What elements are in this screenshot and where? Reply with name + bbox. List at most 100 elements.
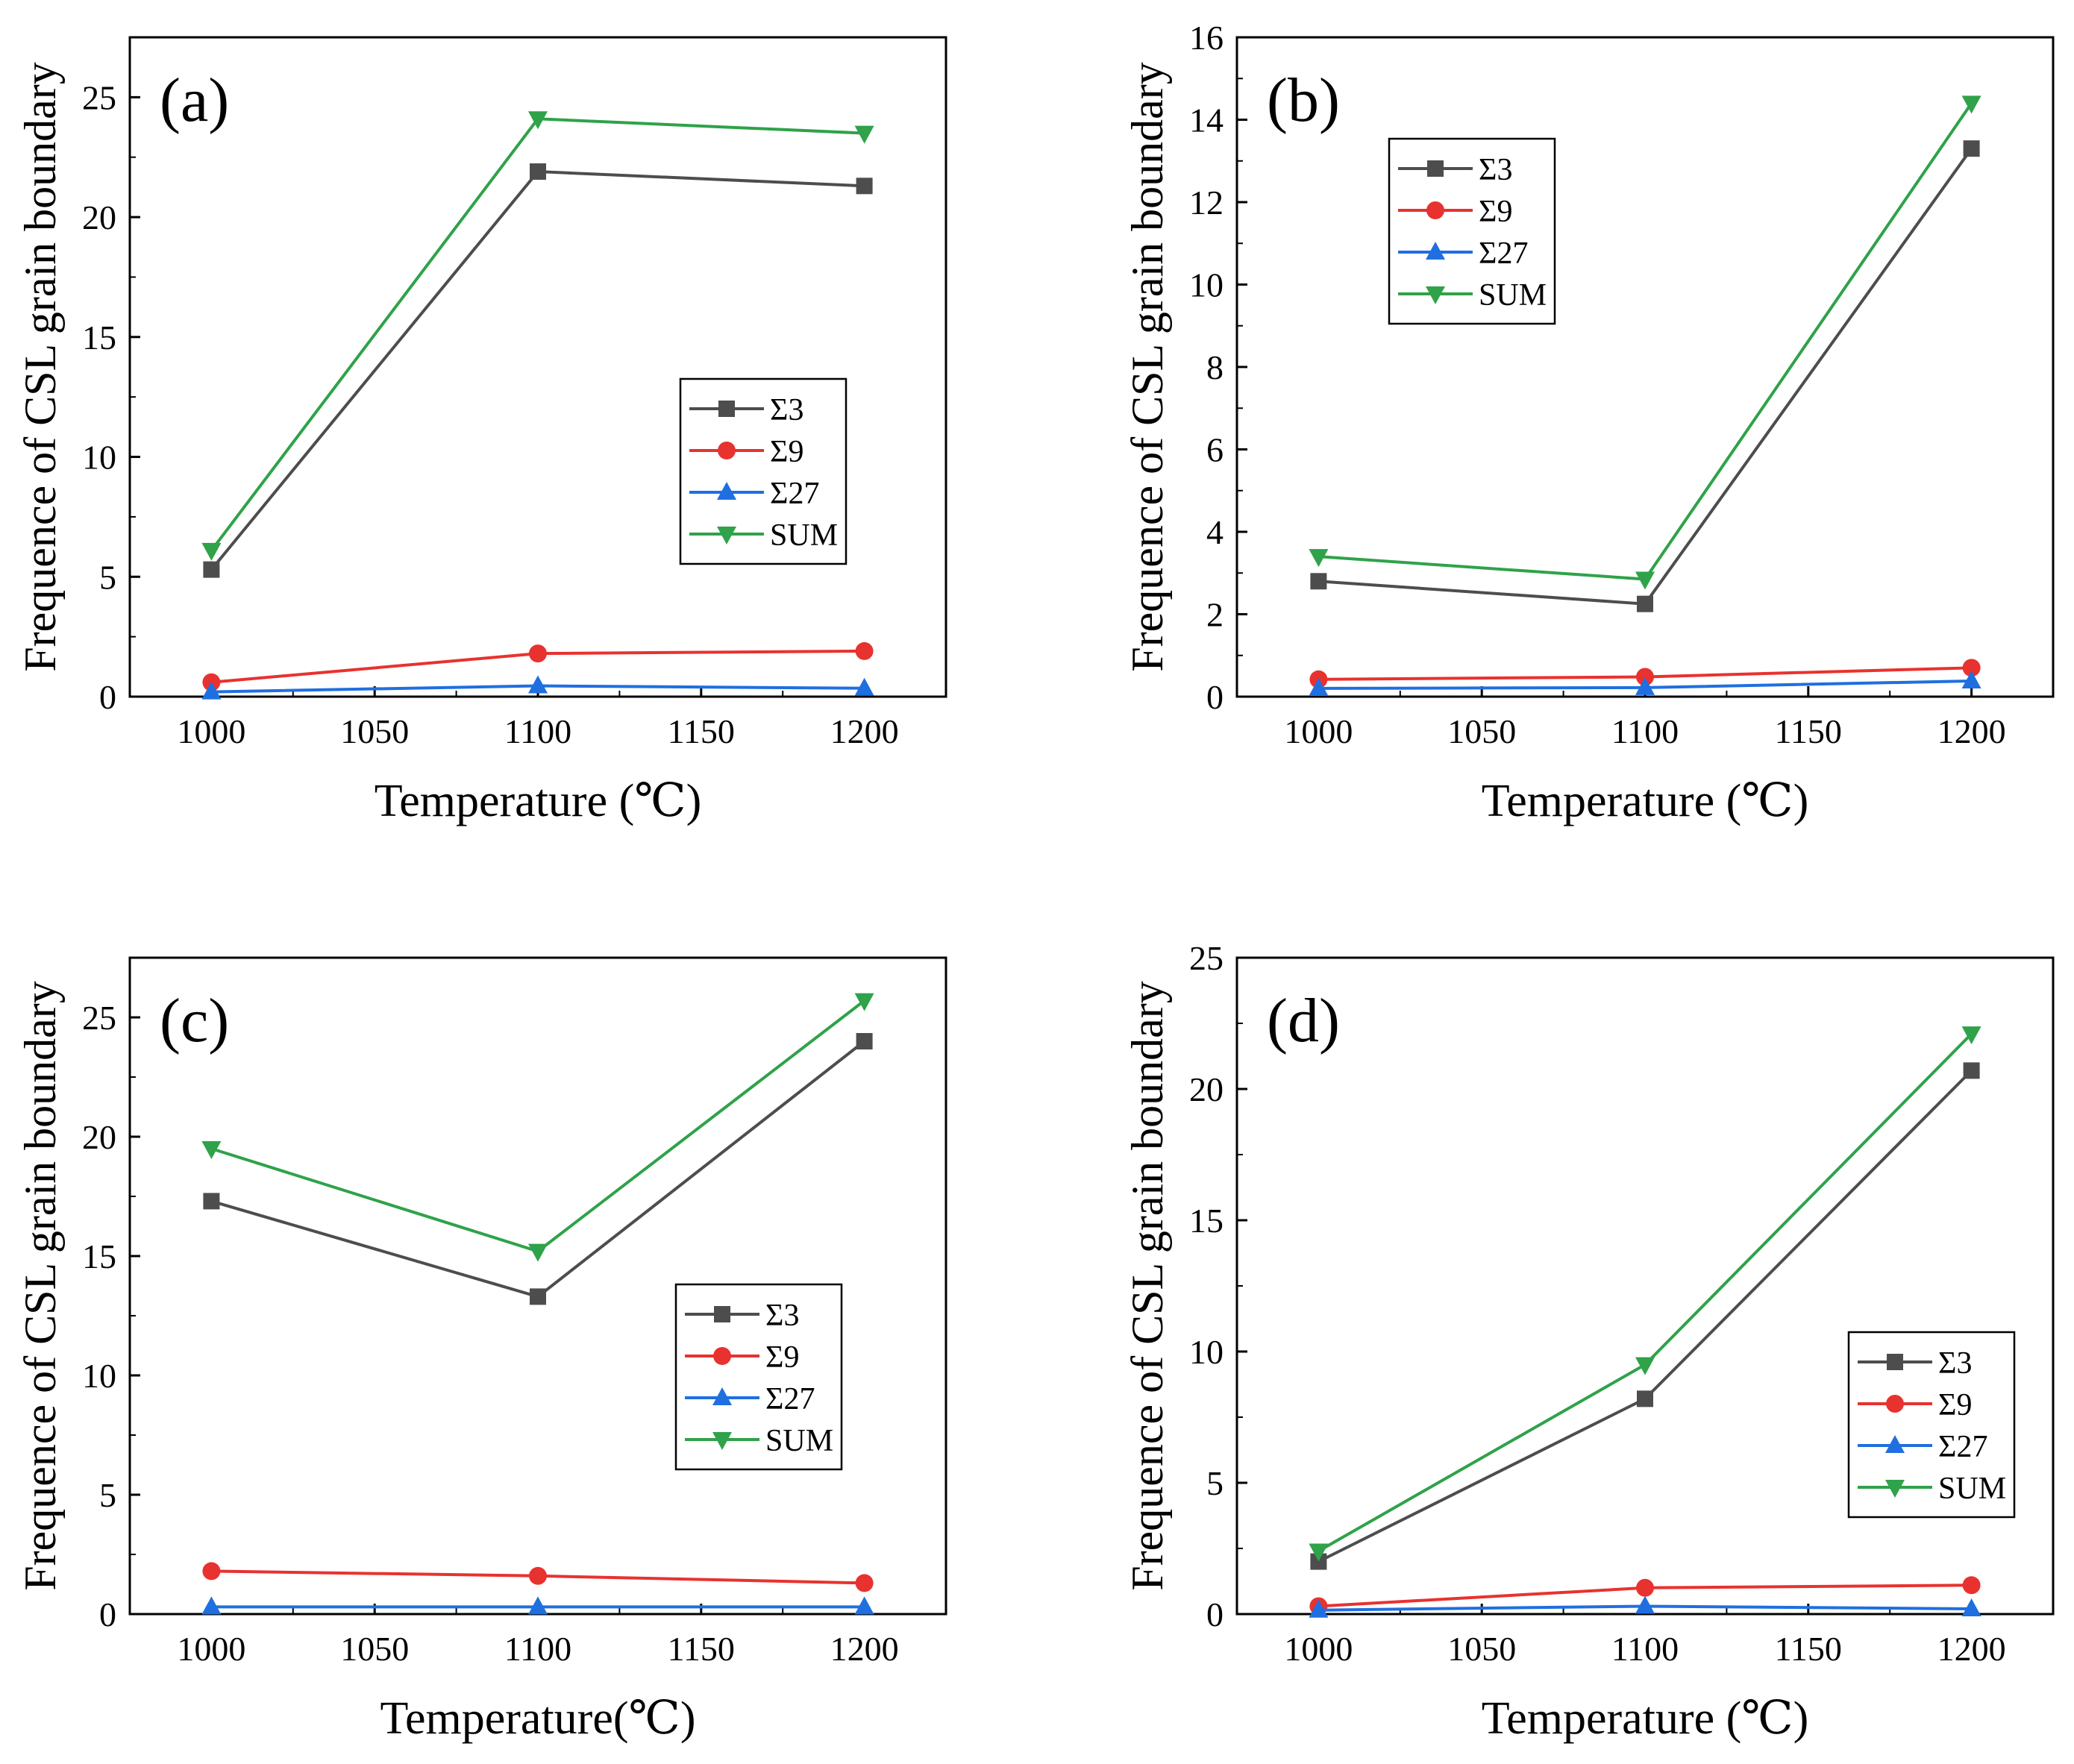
- x-tick-label: 1050: [1447, 1630, 1516, 1668]
- y-axis-title: Frequence of CSL grain boundary: [1123, 981, 1172, 1591]
- x-axis-title: Temperature (℃): [1482, 1693, 1809, 1744]
- legend-label-s9: Σ9: [765, 1340, 799, 1375]
- y-tick-label: 5: [99, 1476, 116, 1514]
- legend: Σ3 Σ9 Σ27 SUM: [674, 1283, 843, 1471]
- y-tick-label: 10: [82, 439, 116, 477]
- panel-label: (a): [160, 66, 229, 135]
- legend-marker-s9: [1886, 1395, 1904, 1413]
- chart-panel-b: 1000 1050 1100 1150 1200 0 2 4 6 8 10 12 14 16 Tempera…: [1123, 19, 2055, 826]
- legend-label-s9: Σ9: [1938, 1388, 1972, 1422]
- data-point-s3: [856, 178, 873, 195]
- legend-marker-s27: [1426, 242, 1445, 260]
- data-point-s9: [855, 1574, 874, 1592]
- x-tick-label: 1050: [340, 712, 409, 750]
- data-point-sum: [1635, 1357, 1655, 1375]
- x-tick-label: 1200: [1937, 712, 2006, 750]
- x-tick-label: 1000: [1284, 712, 1353, 750]
- data-point-s3: [1637, 1390, 1653, 1407]
- x-tick-label: 1000: [177, 712, 245, 750]
- data-point-s27: [854, 1596, 874, 1615]
- y-tick-label: 0: [1206, 1595, 1224, 1633]
- data-point-sum: [854, 993, 874, 1011]
- y-tick-label: 25: [82, 78, 116, 116]
- data-point-s27: [1961, 671, 1981, 689]
- x-tick-label: 1050: [340, 1630, 409, 1668]
- y-axis-title: Frequence of CSL grain boundary: [16, 62, 65, 672]
- x-tick-label: 1200: [830, 712, 899, 750]
- data-point-sum: [528, 111, 548, 130]
- data-point-s3: [1310, 1553, 1327, 1570]
- y-tick-label: 0: [99, 678, 116, 716]
- x-tick-label: 1000: [177, 1630, 245, 1668]
- legend-marker-sum: [717, 527, 736, 544]
- data-point-sum: [854, 125, 874, 144]
- data-point-sum: [201, 1141, 222, 1159]
- x-tick-label: 1200: [1937, 1630, 2006, 1668]
- y-tick-label: 20: [1189, 1070, 1224, 1108]
- x-axis-title: Temperature(℃): [380, 1693, 695, 1744]
- data-point-s27: [1961, 1598, 1981, 1616]
- panel-label: (d): [1267, 986, 1340, 1055]
- y-tick-label: 10: [1189, 1333, 1224, 1371]
- y-tick-label: 20: [82, 198, 116, 236]
- legend-marker-s3: [714, 1306, 730, 1322]
- y-tick-label: 10: [82, 1357, 116, 1395]
- legend-label-s27: Σ27: [770, 477, 819, 511]
- data-point-s9: [202, 1562, 221, 1581]
- y-tick-label: 25: [82, 999, 116, 1037]
- data-point-s27: [528, 1596, 548, 1615]
- data-point-sum: [528, 1243, 548, 1262]
- data-point-s9: [855, 641, 874, 660]
- data-point-s27: [1635, 677, 1655, 695]
- data-point-s3: [530, 1288, 546, 1305]
- chart-panel-a: 1000 1050 1100 1150 1200 0 5 10 15 20 25 Temperatur…: [16, 36, 947, 826]
- data-point-s27: [528, 675, 548, 694]
- y-tick-label: 5: [1206, 1464, 1224, 1502]
- legend-marker-sum: [712, 1432, 732, 1450]
- y-tick-label: 16: [1189, 19, 1224, 57]
- legend-label-sum: SUM: [1479, 278, 1547, 313]
- data-point-s9: [529, 1566, 547, 1585]
- y-tick-label: 14: [1189, 101, 1224, 139]
- legend-marker-s9: [1426, 201, 1444, 219]
- legend-label-s3: Σ3: [1479, 153, 1512, 187]
- data-point-s3: [203, 1193, 220, 1210]
- y-tick-label: 0: [99, 1595, 116, 1633]
- y-tick-label: 6: [1206, 431, 1224, 469]
- legend-marker-s27: [712, 1387, 732, 1405]
- x-axis-title: Temperature (℃): [375, 776, 702, 826]
- legend-label-s9: Σ9: [770, 435, 803, 469]
- legend-label-sum: SUM: [765, 1424, 833, 1458]
- legend-marker-s27: [1885, 1435, 1905, 1453]
- x-tick-label: 1150: [668, 1630, 735, 1668]
- data-point-s3: [530, 163, 546, 181]
- x-tick-label: 1150: [1775, 712, 1842, 750]
- legend-label-s3: Σ3: [1938, 1346, 1972, 1381]
- panel-label: (b): [1267, 66, 1340, 135]
- x-tick-label: 1100: [1611, 712, 1679, 750]
- data-point-s9: [1636, 1578, 1654, 1597]
- legend-marker-s9: [718, 442, 736, 459]
- legend-marker-s3: [718, 401, 735, 417]
- legend-marker-s3: [1887, 1354, 1903, 1370]
- data-point-sum: [1635, 571, 1655, 590]
- x-tick-label: 1150: [1775, 1630, 1842, 1668]
- data-point-s3: [1637, 595, 1653, 612]
- x-tick-label: 1150: [668, 712, 735, 750]
- series-line-sum: [210, 999, 865, 1253]
- y-tick-label: 15: [82, 318, 116, 357]
- y-tick-label: 15: [1189, 1202, 1224, 1240]
- legend-marker-sum: [1885, 1480, 1905, 1498]
- data-point-s9: [1962, 1576, 1981, 1595]
- legend: Σ3 Σ9 Σ27 SUM: [1388, 137, 1556, 325]
- x-tick-label: 1100: [504, 712, 571, 750]
- data-point-s9: [1962, 659, 1981, 677]
- legend-label-sum: SUM: [1938, 1472, 2006, 1506]
- data-point-sum: [1961, 95, 1981, 114]
- data-point-s9: [529, 644, 547, 663]
- legend-marker-s3: [1427, 160, 1444, 177]
- y-tick-label: 2: [1206, 596, 1224, 634]
- data-point-sum: [201, 542, 222, 561]
- legend-label-s27: Σ27: [765, 1382, 815, 1416]
